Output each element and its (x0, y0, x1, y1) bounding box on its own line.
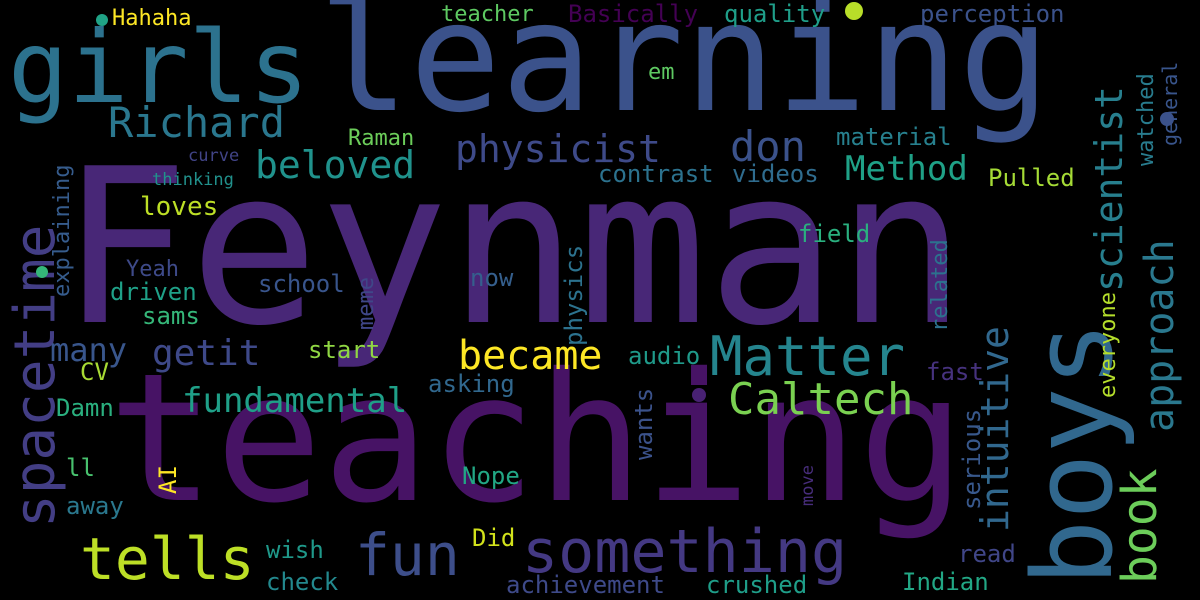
word-basically: Basically (568, 0, 699, 28)
word-method: Method (845, 149, 968, 189)
word-em: em (648, 60, 675, 85)
word-fast: fast (926, 358, 984, 386)
word-everyone: everyone (1096, 292, 1121, 398)
word-pulled: Pulled (988, 164, 1075, 192)
word-start: start (308, 336, 381, 364)
word-material: material (836, 123, 952, 151)
word-general: general (1158, 61, 1182, 146)
word-fundamental: fundamental (182, 381, 408, 421)
word-meme: meme (354, 277, 379, 330)
word-feynman: Feynman (60, 122, 967, 373)
word-became: became (458, 333, 603, 379)
word-contrast: contrast (598, 160, 714, 188)
dot-mark (96, 14, 108, 26)
word-serious: serious (958, 408, 986, 510)
word-videos: videos (732, 160, 819, 188)
word-ll: ll (66, 454, 95, 482)
dot-mark (692, 388, 706, 402)
word-indian: Indian (902, 568, 989, 596)
word-something: something (522, 517, 848, 587)
word-richard: Richard (108, 98, 286, 147)
dot-mark (845, 2, 863, 20)
word-asking: asking (428, 370, 515, 398)
word-check: check (266, 568, 339, 596)
word-don: don (730, 122, 806, 171)
word-curve: curve (188, 146, 240, 166)
word-approach: approach (1137, 239, 1183, 432)
word-quality: quality (724, 0, 826, 28)
word-scientist: scientist (1087, 86, 1131, 292)
word-caltech: Caltech (728, 374, 914, 425)
word-wish: wish (266, 536, 324, 564)
word-explaining: explaining (50, 164, 75, 297)
word-girls: girls (8, 9, 310, 126)
word-raman: Raman (348, 126, 415, 151)
word-fun: fun (355, 521, 460, 589)
word-audio: audio (628, 342, 701, 370)
word-nope: Nope (462, 462, 520, 490)
word-teaching: teaching (108, 335, 966, 542)
word-away: away (66, 492, 124, 520)
word-cv: CV (80, 358, 109, 386)
word-related: related (928, 239, 953, 332)
word-hahaha: Hahaha (112, 6, 192, 31)
word-school: school (258, 270, 345, 298)
word-now: now (470, 264, 514, 292)
word-sams: sams (142, 302, 200, 330)
word-move: move (798, 465, 818, 506)
word-book: book (1112, 468, 1168, 584)
word-yeah: Yeah (126, 257, 179, 282)
word-learning: learning (318, 0, 1051, 146)
word-perception: perception (920, 0, 1065, 28)
word-tells: tells (80, 525, 255, 593)
word-field: field (798, 220, 871, 248)
word-achievement: achievement (506, 571, 665, 599)
word-crushed: crushed (706, 571, 808, 599)
word-read: read (958, 540, 1016, 568)
word-physics: physics (560, 244, 588, 346)
word-thinking: thinking (152, 170, 234, 190)
word-driven: driven (110, 278, 197, 306)
dot-mark (36, 266, 48, 278)
word-getit: getit (152, 333, 261, 374)
word-watched: watched (1134, 73, 1159, 166)
dot-mark (1160, 112, 1174, 126)
word-teacher: teacher (441, 2, 534, 27)
word-physicist: physicist (455, 127, 661, 171)
word-beloved: beloved (255, 143, 416, 187)
word-did: Did (472, 524, 516, 552)
word-ai: AI (154, 465, 182, 494)
word-wants: wants (630, 387, 658, 460)
word-loves: loves (140, 192, 219, 222)
word-many: many (50, 331, 128, 369)
word-damn: Damn (56, 394, 114, 422)
word-matter: Matter (710, 325, 906, 388)
